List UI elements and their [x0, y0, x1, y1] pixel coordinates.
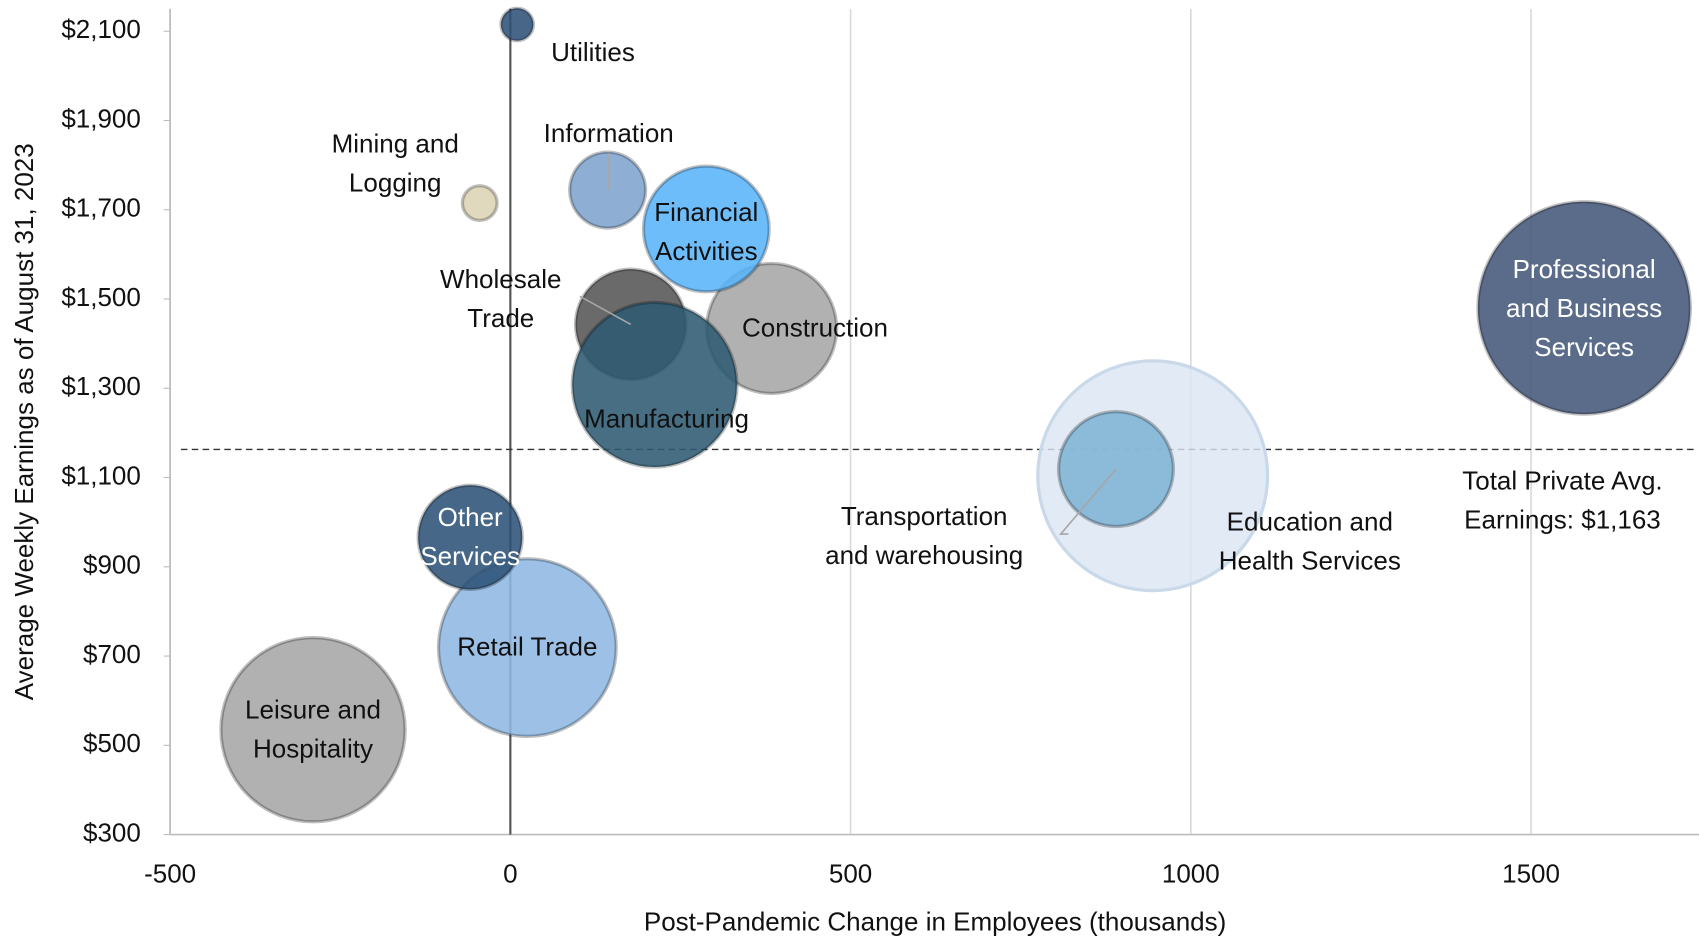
bubble-label: Professional and Business Services: [1506, 254, 1662, 362]
bubble-label: Utilities: [551, 37, 635, 67]
x-tick-label: -500: [144, 859, 196, 889]
leader-line: [1058, 468, 1117, 535]
bubble-label: Construction: [742, 312, 888, 342]
x-tick-label: 500: [829, 859, 872, 889]
bubble: [641, 164, 771, 294]
bubble-label: Education and Health Services: [1219, 506, 1401, 575]
bubble-label: Manufacturing: [584, 403, 749, 433]
y-tick-label: $1,900: [61, 103, 141, 133]
bubble: [460, 184, 499, 223]
bubble-label: Retail Trade: [457, 632, 597, 662]
bubble-label: Wholesale Trade: [440, 264, 561, 333]
y-tick-label: $300: [83, 817, 141, 847]
x-axis-title: Post-Pandemic Change in Employees (thous…: [644, 906, 1226, 936]
bubble-label: Transportation and warehousing: [825, 501, 1023, 570]
y-tick-label: $1,300: [61, 371, 141, 401]
bubble-label: Other Services: [420, 502, 520, 571]
bubble: [499, 6, 536, 43]
leader-line: [579, 295, 632, 326]
bubble: [1476, 200, 1692, 416]
y-tick-label: $900: [83, 550, 141, 580]
x-tick-label: 1000: [1162, 859, 1220, 889]
bubble: [568, 150, 648, 230]
y-tick-label: $1,700: [61, 193, 141, 223]
x-tick-label: 0: [503, 859, 517, 889]
reference-label: Total Private Avg. Earnings: $1,163: [1462, 465, 1662, 534]
bubble-label: Leisure and Hospitality: [245, 694, 381, 763]
bubble-label: Mining and Logging: [332, 128, 459, 197]
bubble: [436, 557, 618, 739]
y-tick-label: $1,500: [61, 282, 141, 312]
y-axis-title: Average Weekly Earnings as of August 31,…: [9, 143, 39, 700]
y-tick-label: $500: [83, 728, 141, 758]
y-tick-label: $700: [83, 639, 141, 669]
x-tick-label: 1500: [1502, 859, 1560, 889]
bubble: [416, 483, 524, 591]
bubble: [570, 300, 739, 469]
bubble-label: Financial Activities: [654, 197, 758, 266]
bubble-label: Information: [544, 118, 674, 148]
bubble: [219, 635, 407, 824]
y-tick-label: $1,100: [61, 460, 141, 490]
y-tick-label: $2,100: [61, 14, 141, 44]
